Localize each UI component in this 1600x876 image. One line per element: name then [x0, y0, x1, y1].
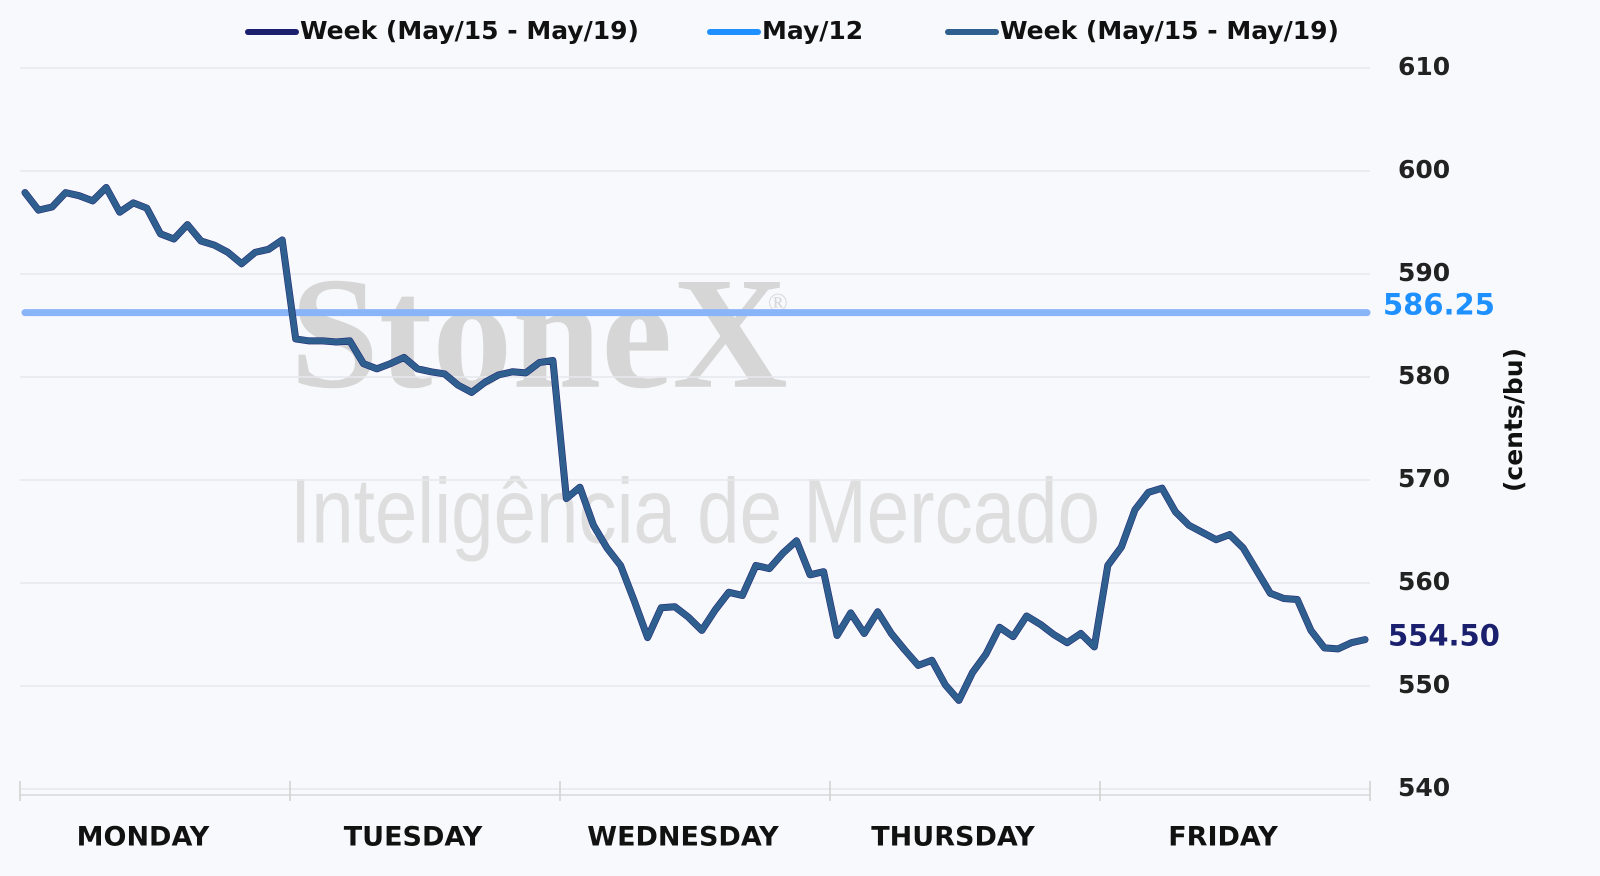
y-tick-label: 550: [1398, 670, 1450, 699]
y-tick-label: 540: [1398, 773, 1450, 802]
y-tick-label: 610: [1398, 52, 1450, 81]
legend-label: May/12: [762, 16, 863, 45]
watermark-brand: StoneX: [290, 244, 788, 422]
y-tick-label: 600: [1398, 155, 1450, 184]
end-label: 554.50: [1388, 619, 1500, 653]
legend-label: Week (May/15 - May/19): [1000, 16, 1339, 45]
legend-label: Week (May/15 - May/19): [300, 16, 639, 45]
y-axis-label: (cents/bu): [1499, 348, 1528, 492]
y-tick-label: 570: [1398, 464, 1450, 493]
reference-label: 586.25: [1383, 288, 1495, 322]
y-tick-label: 580: [1398, 361, 1450, 390]
x-tick-label: WEDNESDAY: [587, 822, 779, 853]
series-line: [22, 184, 1368, 704]
x-tick-label: TUESDAY: [344, 822, 483, 853]
x-tick-label: FRIDAY: [1168, 822, 1278, 853]
watermark-tagline: Inteligência de Mercado: [290, 460, 1100, 562]
x-tick-label: MONDAY: [77, 822, 210, 853]
y-tick-label: 590: [1398, 258, 1450, 287]
x-tick-label: THURSDAY: [871, 822, 1035, 853]
y-tick-label: 560: [1398, 567, 1450, 596]
